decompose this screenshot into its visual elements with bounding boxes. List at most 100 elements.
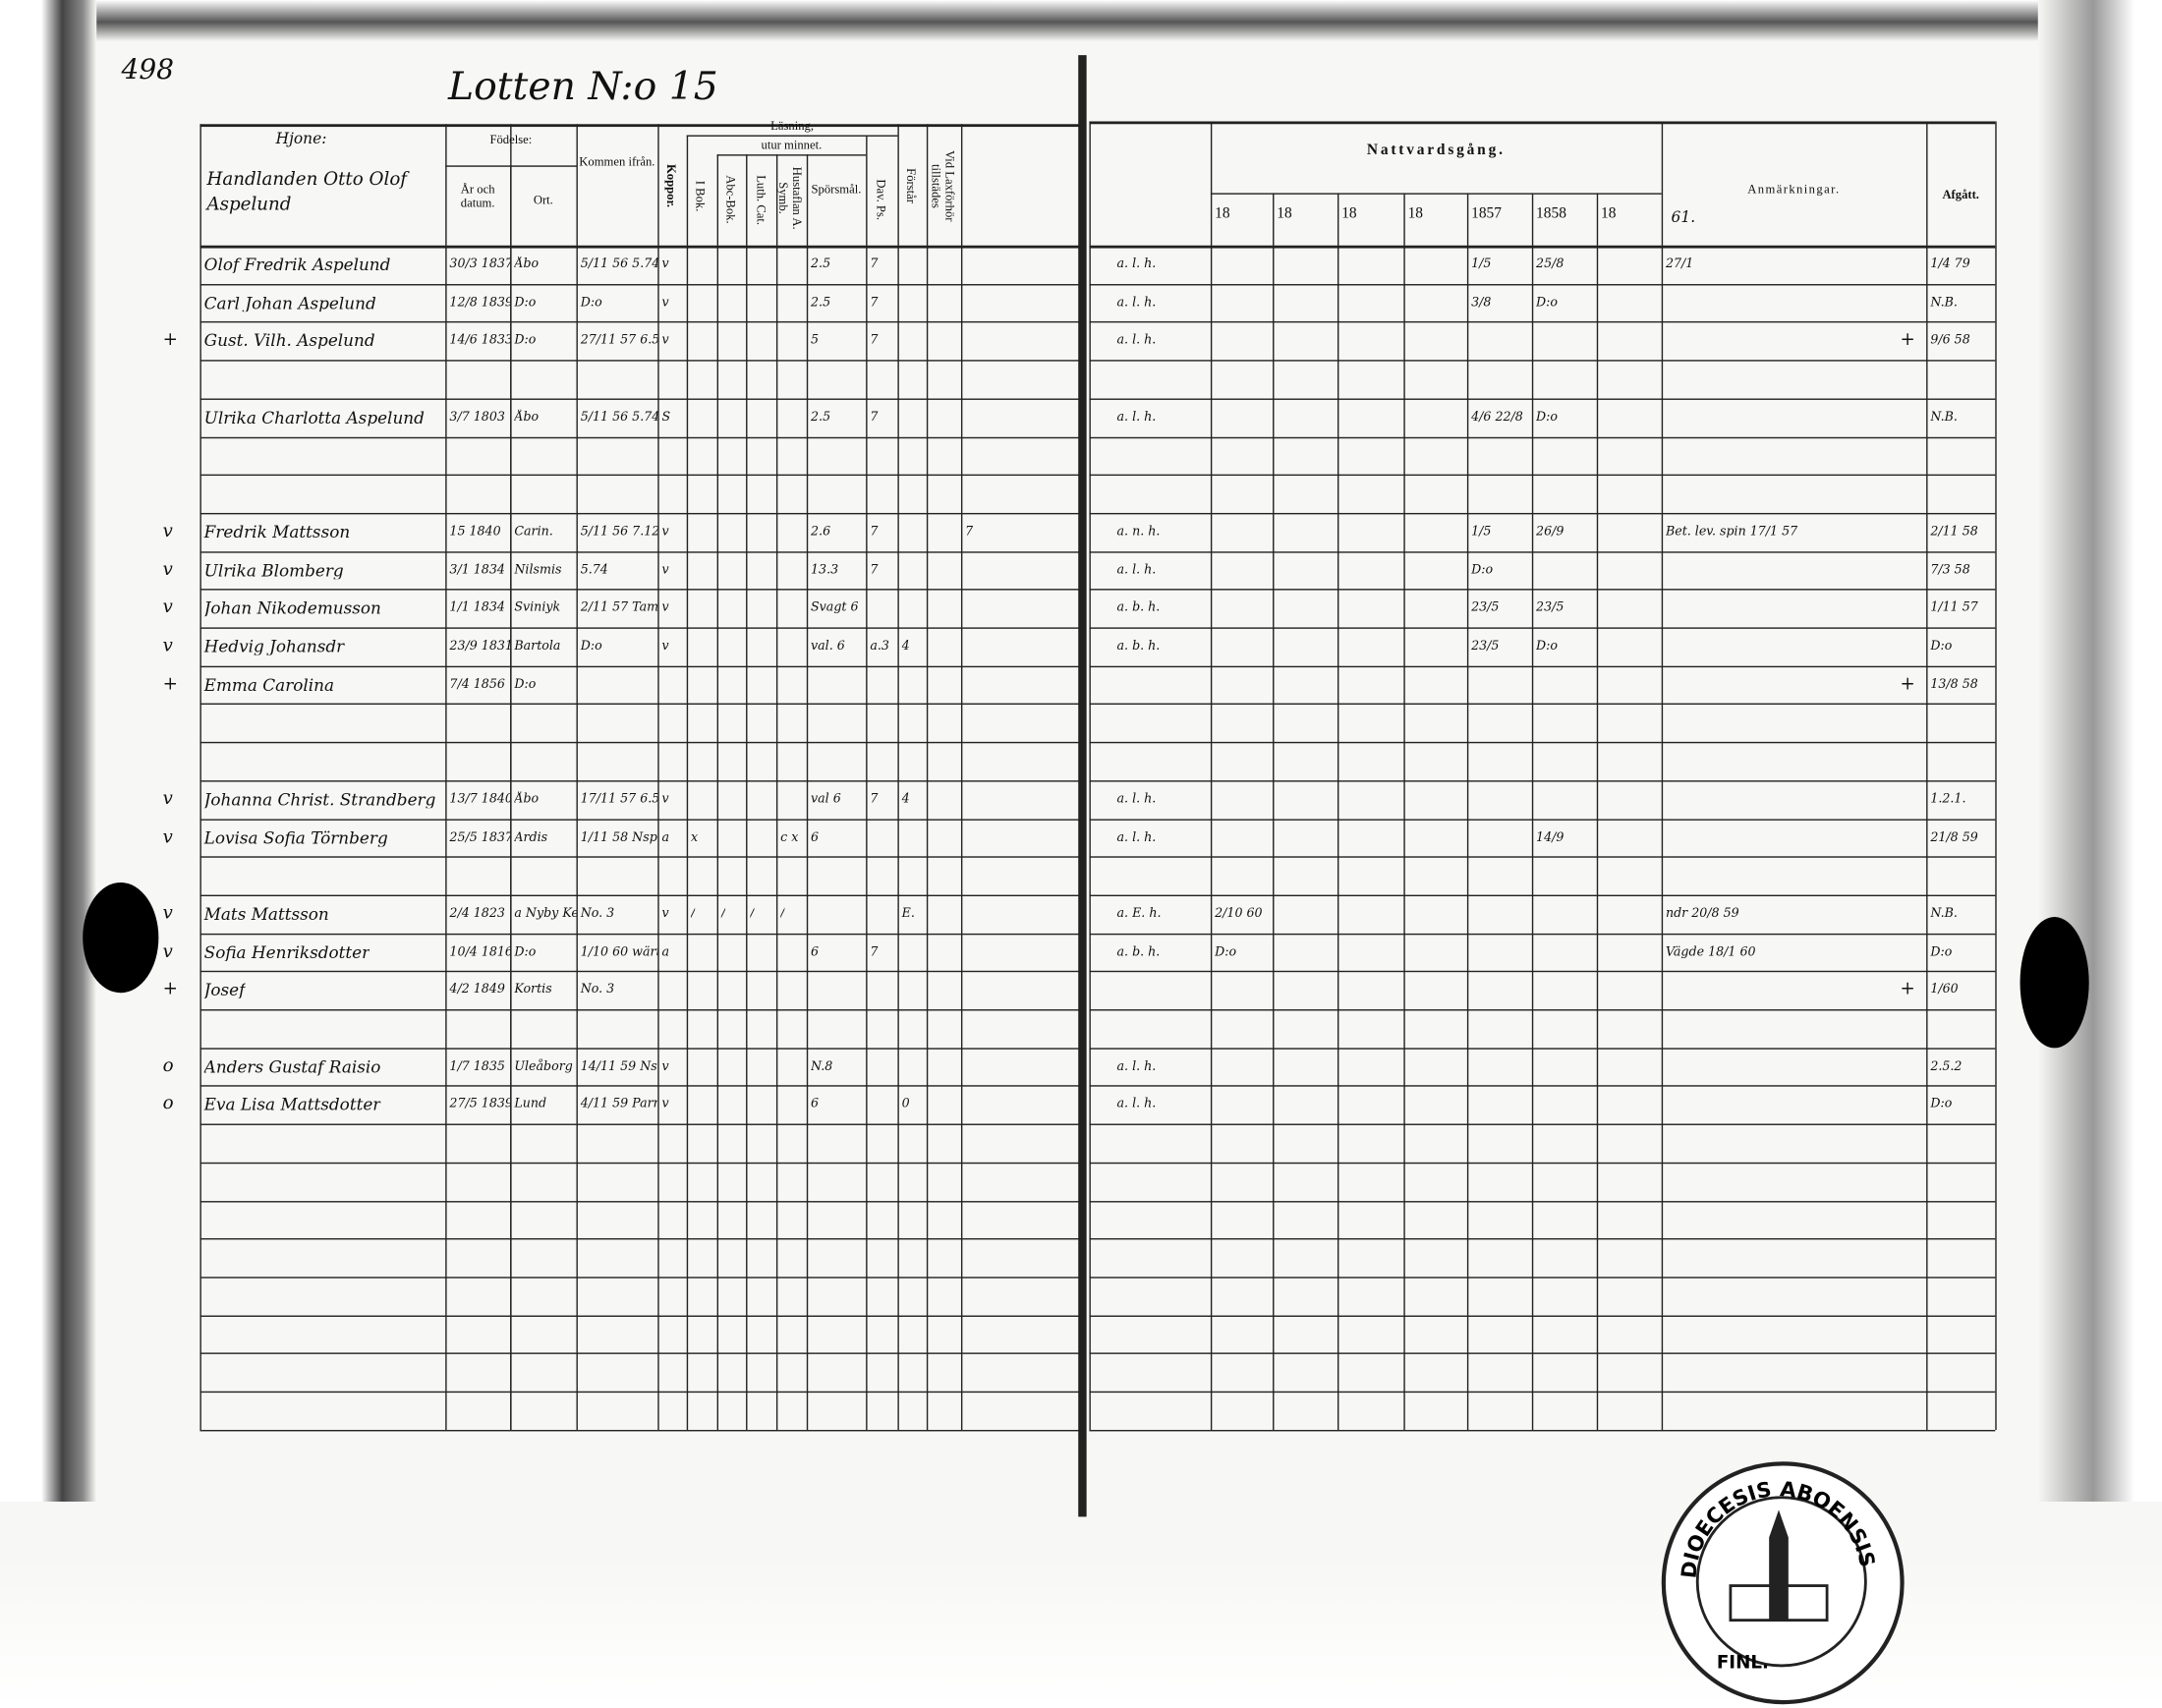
cell-born: 15 1840	[449, 525, 501, 540]
cell-afgatt: 1/4 79	[1930, 257, 1970, 272]
cell-name: Carl Johan Aspelund	[203, 294, 376, 312]
cell-spors: val 6	[811, 792, 841, 807]
cell-afgatt: 2.5.2	[1930, 1059, 1963, 1074]
header-household: Hjone:	[275, 129, 327, 148]
cell-place: a Nyby Kemis	[514, 907, 576, 922]
row-mark: v	[162, 599, 173, 617]
cell-y1: D:o	[1215, 944, 1237, 959]
cell-from: 4/11 59 Parnas	[580, 1098, 658, 1112]
cell-name: Emma Carolina	[203, 676, 335, 694]
row-rule	[1089, 283, 1996, 286]
cell-status: a. l. h.	[1116, 1059, 1157, 1074]
cell-y1858: 25/8	[1536, 257, 1565, 272]
row-rule	[1089, 360, 1996, 362]
column-rule	[1466, 193, 1469, 1430]
cell-koppor: v	[661, 563, 669, 578]
cell-place: D:o	[514, 296, 537, 311]
cell-afgatt: N.B.	[1930, 907, 1958, 922]
cell-afgatt: 21/8 59	[1930, 830, 1978, 845]
column-rule	[1082, 124, 1085, 1430]
cell-spors: 2.5	[811, 410, 831, 425]
cell-name: Johan Nikodemusson	[203, 599, 381, 617]
row-rule	[199, 933, 1083, 935]
cell-status: a. l. h.	[1116, 1098, 1157, 1112]
cell-born: 1/1 1834	[449, 601, 505, 616]
row-rule	[1089, 1009, 1996, 1011]
cell-status: a. l. h.	[1116, 334, 1157, 349]
svg-text:FINL.: FINL.	[1717, 1653, 1769, 1674]
cell-spors: 2.5	[811, 296, 831, 311]
cell-koppor: a	[661, 944, 670, 959]
header-lagf: Vid Laxförhör tillstädes	[929, 149, 957, 221]
cell-born: 23/9 1831	[449, 640, 511, 655]
row-mark: +	[162, 982, 178, 999]
column-rule	[657, 124, 660, 1430]
cell-from: 1/10 60 wärtsilan	[580, 944, 658, 959]
cell-status: a. l. h.	[1116, 830, 1157, 845]
row-mark: v	[162, 638, 173, 655]
cell-name: Fredrik Mattsson	[203, 524, 351, 541]
cell-status: a. n. h.	[1116, 525, 1161, 540]
stamp-lettering: DIOECESIS ABOENSIS FINL.	[1676, 1476, 1880, 1674]
finger-shadow	[83, 882, 159, 994]
column-rule	[1926, 121, 1928, 1430]
cell-koppor: v	[661, 334, 669, 349]
row-rule	[1089, 1238, 1996, 1240]
header-nattvard: Nattvardsgång.	[1366, 142, 1506, 159]
cell-place: Lund	[514, 1098, 547, 1112]
column-rule	[960, 124, 963, 1430]
cell-name: Ulrika Blomberg	[203, 561, 344, 579]
header-ort: Ort.	[533, 193, 553, 207]
cell-born: 30/3 1837	[449, 257, 511, 272]
header-forstar: Förstår	[904, 168, 919, 204]
header-rule	[716, 154, 867, 156]
column-rule	[1089, 121, 1092, 1430]
cell-status: a. b. h.	[1116, 601, 1161, 616]
page-title: Lotten N:o 15	[448, 63, 718, 109]
column-rule	[576, 124, 579, 1430]
header-rule	[1210, 193, 1662, 195]
row-rule	[199, 360, 1083, 362]
cell-koppor: v	[661, 907, 669, 922]
header-ar: År och datum.	[460, 182, 495, 210]
cell-born: 10/4 1816	[449, 944, 511, 959]
row-mark: v	[162, 943, 173, 961]
row-rule	[1089, 933, 1996, 935]
cell-y1858: 14/9	[1536, 830, 1565, 845]
cell-from: 27/11 57 6.5.4.	[580, 334, 658, 349]
cell-from: 5/11 56 7.12.3.	[580, 525, 658, 540]
cell-koppor: v	[661, 792, 669, 807]
cell-dav: 7	[870, 410, 879, 425]
cell-from: No. 3	[580, 907, 615, 922]
row-rule	[199, 1123, 1083, 1126]
cell-forstar: E.	[901, 907, 915, 922]
cell-place: Åbo	[514, 410, 540, 425]
cell-place: Ardis	[514, 830, 548, 845]
cell-y1858: D:o	[1536, 640, 1559, 655]
row-rule	[199, 1277, 1083, 1279]
cell-anm: ndr 20/8 59	[1665, 907, 1739, 922]
row-rule	[1089, 1047, 1996, 1050]
row-rule	[1089, 741, 1996, 744]
cell-husf: /	[780, 907, 785, 922]
cell-afgatt: 13/8 58	[1930, 677, 1978, 692]
cell-place: Nilsmis	[514, 563, 562, 578]
header-year: 18	[1277, 205, 1292, 222]
diocese-stamp: DIOECESIS ABOENSIS FINL.	[1661, 1461, 1905, 1705]
column-rule	[866, 135, 868, 1430]
header-year: 18	[1407, 205, 1423, 222]
cell-born: 7/4 1856	[449, 677, 505, 692]
header-husf: Hustaflan A. Symb.	[775, 167, 805, 230]
row-rule	[199, 474, 1083, 477]
header-abc: Abc-Bok.	[723, 175, 738, 225]
row-rule	[1089, 704, 1996, 706]
cell-afgatt: 7/3 58	[1930, 563, 1970, 578]
cell-place: Kortis	[514, 983, 552, 997]
row-rule	[1089, 1162, 1996, 1164]
cell-anm: Bet. lev. spin 17/1 57	[1665, 525, 1798, 540]
column-rule	[806, 154, 809, 1430]
row-rule	[199, 321, 1083, 323]
cell-koppor: v	[661, 257, 669, 272]
row-rule	[1089, 1391, 1996, 1394]
table-border	[199, 124, 1083, 128]
